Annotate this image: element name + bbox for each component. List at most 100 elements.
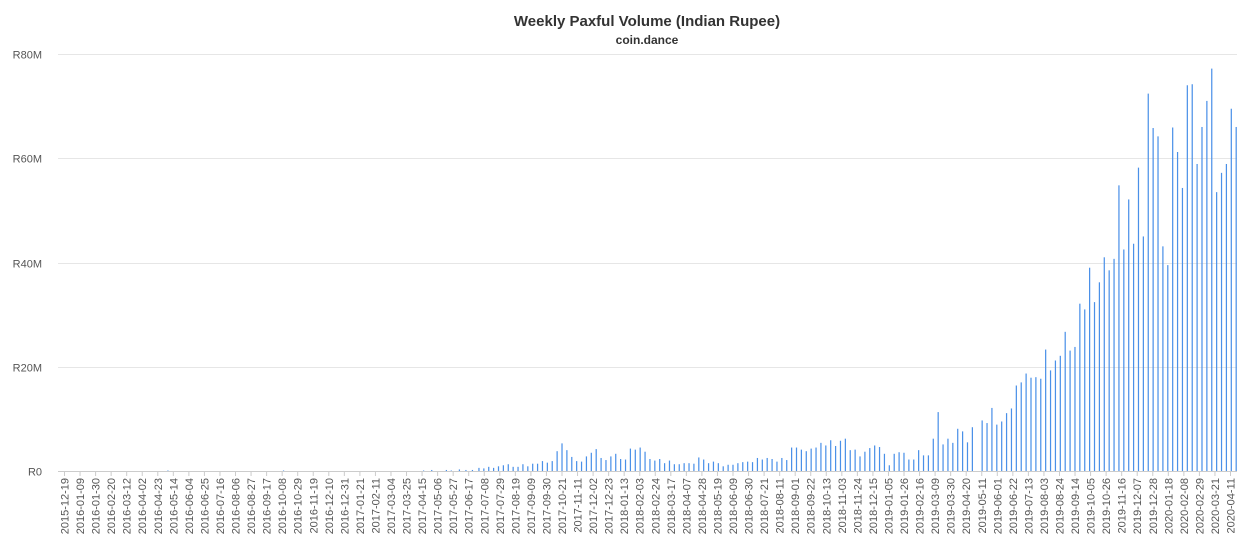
bar xyxy=(952,442,954,471)
bar xyxy=(971,427,973,471)
bar xyxy=(585,456,588,471)
x-tick-label: 2018-06-09 xyxy=(728,478,740,534)
bar xyxy=(522,464,524,471)
bar xyxy=(624,459,627,471)
bar xyxy=(737,463,739,471)
x-tick-label: 2016-01-09 xyxy=(75,478,87,534)
bar xyxy=(1005,413,1008,471)
bar xyxy=(517,466,519,471)
bar xyxy=(825,445,827,471)
bar xyxy=(688,463,690,471)
x-tick-label: 2019-03-30 xyxy=(946,478,958,534)
bar xyxy=(1089,267,1091,471)
bar xyxy=(849,450,851,471)
x-tick-label: 2018-10-13 xyxy=(821,478,833,534)
x-tick-label: 2017-01-21 xyxy=(355,478,367,534)
bar xyxy=(932,438,934,471)
bar xyxy=(1040,378,1042,471)
x-tick-label: 2020-02-08 xyxy=(1179,478,1191,534)
bar xyxy=(717,463,719,471)
bar xyxy=(1079,303,1081,471)
y-tick-label: R60M xyxy=(13,154,42,166)
bar xyxy=(898,452,900,471)
bar xyxy=(703,459,705,471)
bar xyxy=(839,440,842,471)
bar xyxy=(922,455,925,471)
bar xyxy=(707,463,710,471)
bar xyxy=(1108,270,1110,471)
bar xyxy=(1074,346,1076,471)
bar xyxy=(512,466,514,471)
bar xyxy=(893,453,895,471)
x-tick-label: 2017-12-23 xyxy=(604,478,616,534)
bar xyxy=(791,447,793,471)
bar xyxy=(712,461,715,471)
bar xyxy=(786,460,788,471)
x-tick-label: 2017-02-11 xyxy=(370,478,382,533)
bar xyxy=(488,466,490,471)
bar xyxy=(1225,163,1228,472)
bar xyxy=(431,469,433,471)
bar xyxy=(610,456,612,471)
bar xyxy=(854,449,856,471)
bar xyxy=(937,412,939,471)
x-tick-label: 2019-10-05 xyxy=(1086,478,1098,534)
x-tick-label: 2018-11-03 xyxy=(837,478,849,533)
x-tick-label: 2018-01-13 xyxy=(619,478,631,534)
y-tick-label: R0 xyxy=(28,467,42,479)
bar xyxy=(1123,249,1125,471)
axes: R0 R20M R40M R60M R80M 2015-12-19 2016-01-09 20… xyxy=(13,50,1238,535)
bar xyxy=(820,442,822,471)
x-tick-label: 2017-07-29 xyxy=(495,478,507,534)
bar xyxy=(600,457,602,471)
bar xyxy=(465,469,467,471)
bar xyxy=(693,463,695,471)
x-tick-label: 2018-04-07 xyxy=(681,478,693,534)
bar xyxy=(551,461,553,471)
x-tick-label: 2016-07-16 xyxy=(215,478,227,534)
bar xyxy=(888,465,890,471)
bar xyxy=(805,451,807,471)
x-tick-label: 2018-11-24 xyxy=(852,478,864,533)
x-tick-label: 2020-01-18 xyxy=(1163,478,1175,534)
bar xyxy=(1084,309,1086,471)
bar xyxy=(478,467,480,471)
bar xyxy=(781,457,783,471)
x-tick-label: 2018-04-28 xyxy=(697,478,709,534)
x-tick-label: 2018-03-17 xyxy=(666,478,678,534)
x-tick-label: 2019-03-09 xyxy=(930,478,942,534)
bar xyxy=(698,457,700,471)
bar xyxy=(874,445,876,471)
x-tick-label: 2017-03-04 xyxy=(386,478,398,534)
x-tick-label: 2016-12-31 xyxy=(339,478,351,534)
x-tick-label: 2016-04-23 xyxy=(153,478,165,534)
bar xyxy=(546,462,548,471)
x-tick-label: 2018-02-24 xyxy=(650,478,662,534)
bar xyxy=(571,456,573,471)
bar xyxy=(800,449,802,471)
bar xyxy=(1059,355,1061,471)
bar xyxy=(1172,127,1174,471)
bar xyxy=(620,459,622,471)
bar xyxy=(966,442,969,471)
bar xyxy=(815,447,817,471)
x-tick-label: 2019-04-20 xyxy=(961,478,973,534)
x-tick-label: 2019-08-03 xyxy=(1039,478,1051,534)
bar xyxy=(991,407,993,471)
bar xyxy=(918,450,920,471)
bar xyxy=(981,420,983,471)
x-tick-label: 2018-07-21 xyxy=(759,478,771,534)
bar xyxy=(1128,199,1130,471)
chart-subtitle: coin.dance xyxy=(615,33,679,47)
bar xyxy=(678,464,680,471)
y-tick-label: R80M xyxy=(13,50,42,62)
bar xyxy=(1181,187,1184,471)
bar xyxy=(556,451,558,471)
bar xyxy=(761,459,763,471)
x-tick-label: 2017-07-08 xyxy=(479,478,491,534)
x-tick-label: 2016-01-30 xyxy=(91,478,103,534)
bar xyxy=(1010,408,1013,471)
bar xyxy=(639,447,641,471)
bar xyxy=(1230,108,1232,471)
